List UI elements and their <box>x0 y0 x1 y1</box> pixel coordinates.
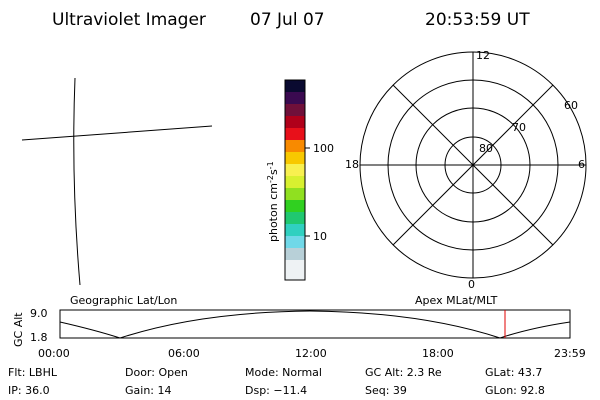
mlt-label: 12 <box>476 49 490 62</box>
status: Flt: LBHL Door: Open Mode: Normal GC Alt… <box>8 366 545 397</box>
time: 20:53:59 UT <box>425 10 530 30</box>
status-field: Door: Open <box>125 366 188 379</box>
status-field: IP: 36.0 <box>8 384 50 397</box>
colorbar-tick: 10 <box>313 230 327 243</box>
title: Ultraviolet Imager <box>52 10 206 30</box>
status-field: GLat: 43.7 <box>485 366 542 379</box>
x-tick-label: 18:00 <box>422 347 454 360</box>
status-field: Dsp: −11.4 <box>245 384 307 397</box>
mlt-label: 6 <box>578 158 585 171</box>
mlt-label: 0 <box>468 278 475 291</box>
mlt-label: 18 <box>345 158 359 171</box>
status-field: Seq: 39 <box>365 384 407 397</box>
x-tick-label: 06:00 <box>168 347 200 360</box>
y-tick-label: 9.0 <box>30 307 48 320</box>
status-field: GLon: 92.8 <box>485 384 545 397</box>
x-tick-label: 00:00 <box>38 347 70 360</box>
lat-label: 80 <box>479 142 493 155</box>
colorbar: 100 10 photon cm-2s-1 <box>266 79 334 281</box>
date: 07 Jul 07 <box>250 10 325 30</box>
status-field: Flt: LBHL <box>8 366 58 379</box>
map-grid <box>21 77 213 286</box>
timeline-label: Apex MLat/MLT <box>415 294 498 307</box>
polar-plot: 12 18 6 0 60 70 80 <box>345 49 587 291</box>
timeline: Geographic Lat/Lon Apex MLat/MLT GC Alt … <box>12 294 586 360</box>
timeline-label: Geographic Lat/Lon <box>70 294 177 307</box>
status-field: GC Alt: 2.3 Re <box>365 366 442 379</box>
status-field: Gain: 14 <box>125 384 172 397</box>
x-tick-label: 23:59 <box>554 347 586 360</box>
x-tick-label: 12:00 <box>295 347 327 360</box>
colorbar-label: photon cm-2s-1 <box>266 161 280 242</box>
axis-label: GC Alt <box>12 312 25 347</box>
y-tick-label: 1.8 <box>30 331 48 344</box>
lat-label: 70 <box>512 121 526 134</box>
colorbar-tick: 100 <box>313 142 334 155</box>
lat-label: 60 <box>564 99 578 112</box>
status-field: Mode: Normal <box>245 366 322 379</box>
